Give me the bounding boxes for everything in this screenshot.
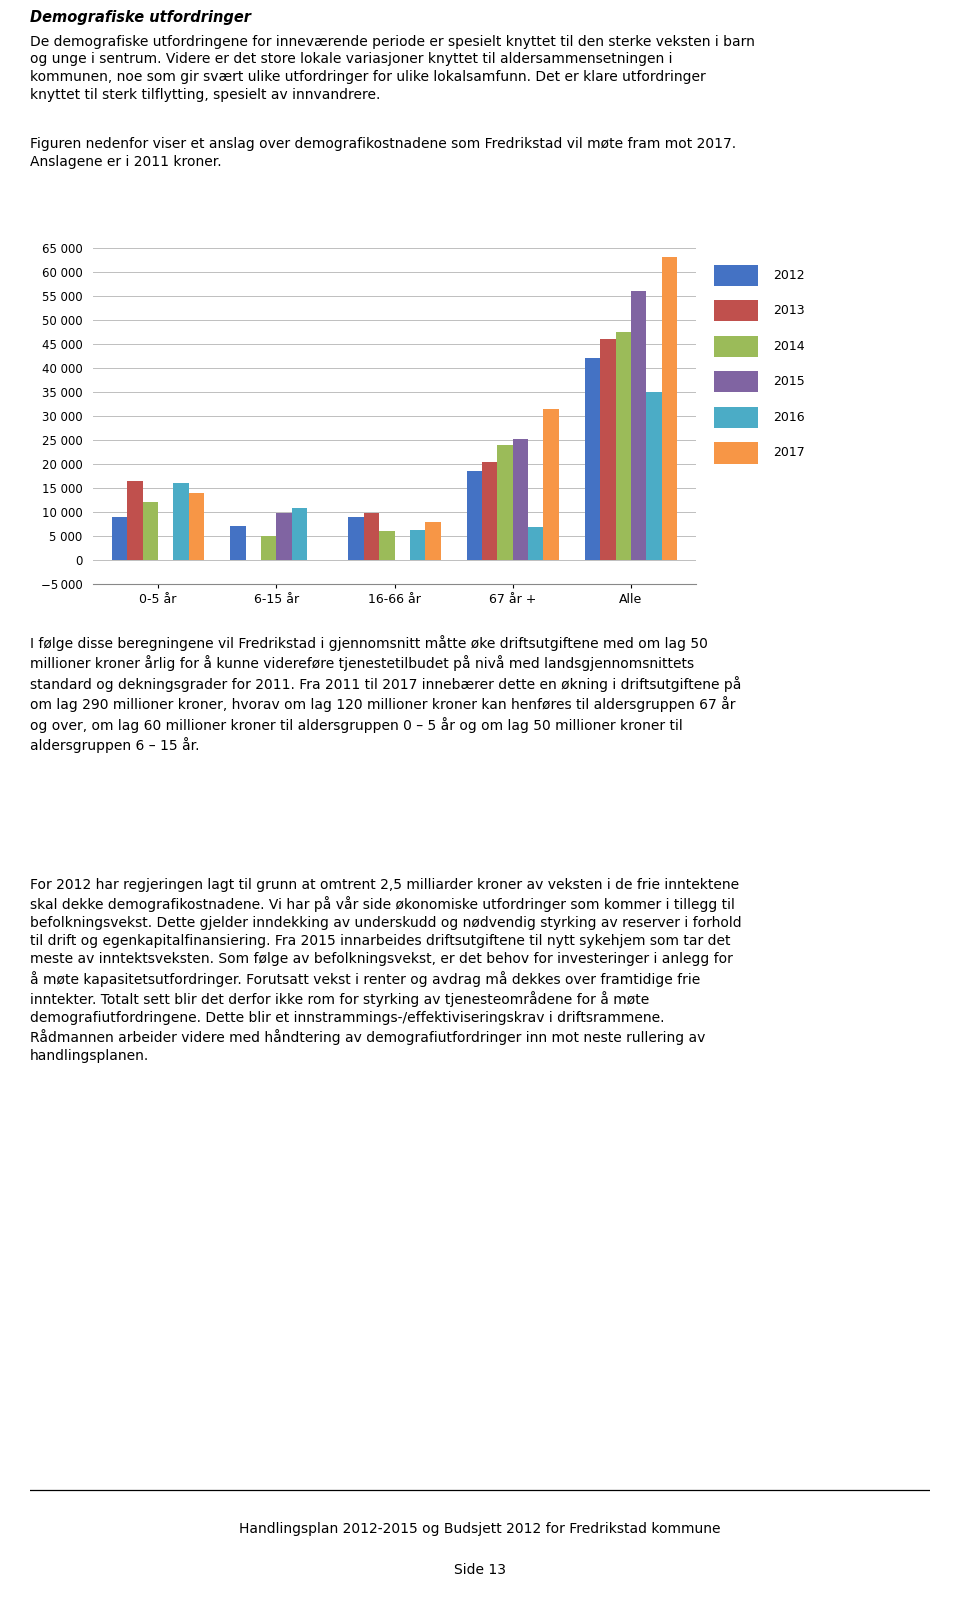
Bar xyxy=(292,508,307,560)
Bar xyxy=(543,409,559,560)
Bar xyxy=(276,513,292,560)
Bar xyxy=(410,531,425,560)
Bar xyxy=(497,445,513,560)
Text: For 2012 har regjeringen lagt til grunn at omtrent 2,5 milliarder kroner av veks: For 2012 har regjeringen lagt til grunn … xyxy=(30,878,742,1063)
Text: 2016: 2016 xyxy=(774,411,805,424)
FancyBboxPatch shape xyxy=(714,443,757,464)
Bar xyxy=(631,291,646,560)
Bar xyxy=(585,358,600,560)
Bar xyxy=(467,472,482,560)
FancyBboxPatch shape xyxy=(714,336,757,357)
Bar xyxy=(379,531,395,560)
Text: Demografiske utfordringer: Demografiske utfordringer xyxy=(30,10,251,26)
Bar xyxy=(112,516,128,560)
FancyBboxPatch shape xyxy=(714,301,757,321)
Bar xyxy=(230,526,246,560)
Text: Handlingsplan 2012-2015 og Budsjett 2012 for Fredrikstad kommune: Handlingsplan 2012-2015 og Budsjett 2012… xyxy=(239,1522,721,1535)
Bar xyxy=(189,492,204,560)
Bar xyxy=(661,257,677,560)
Bar xyxy=(646,392,661,560)
Text: 2015: 2015 xyxy=(774,376,805,389)
Bar xyxy=(128,481,143,560)
Bar xyxy=(364,513,379,560)
Text: 2012: 2012 xyxy=(774,269,805,281)
Text: 2013: 2013 xyxy=(774,304,805,317)
Bar xyxy=(261,536,276,560)
Text: De demografiske utfordringene for inneværende periode er spesielt knyttet til de: De demografiske utfordringene for innevæ… xyxy=(30,35,755,102)
Text: 2017: 2017 xyxy=(774,446,805,459)
Text: 2014: 2014 xyxy=(774,339,805,353)
Bar xyxy=(513,440,528,560)
Bar xyxy=(174,483,189,560)
Bar xyxy=(615,333,631,560)
Text: Side 13: Side 13 xyxy=(454,1564,506,1577)
FancyBboxPatch shape xyxy=(714,406,757,429)
Bar xyxy=(425,521,441,560)
Bar xyxy=(600,339,615,560)
Bar xyxy=(528,528,543,560)
Bar xyxy=(348,516,364,560)
FancyBboxPatch shape xyxy=(714,264,757,286)
Bar xyxy=(143,502,158,560)
Text: I følge disse beregningene vil Fredrikstad i gjennomsnitt måtte øke driftsutgift: I følge disse beregningene vil Fredrikst… xyxy=(30,635,741,753)
Text: Figuren nedenfor viser et anslag over demografikostnadene som Fredrikstad vil mø: Figuren nedenfor viser et anslag over de… xyxy=(30,138,736,169)
FancyBboxPatch shape xyxy=(714,371,757,392)
Bar xyxy=(482,462,497,560)
